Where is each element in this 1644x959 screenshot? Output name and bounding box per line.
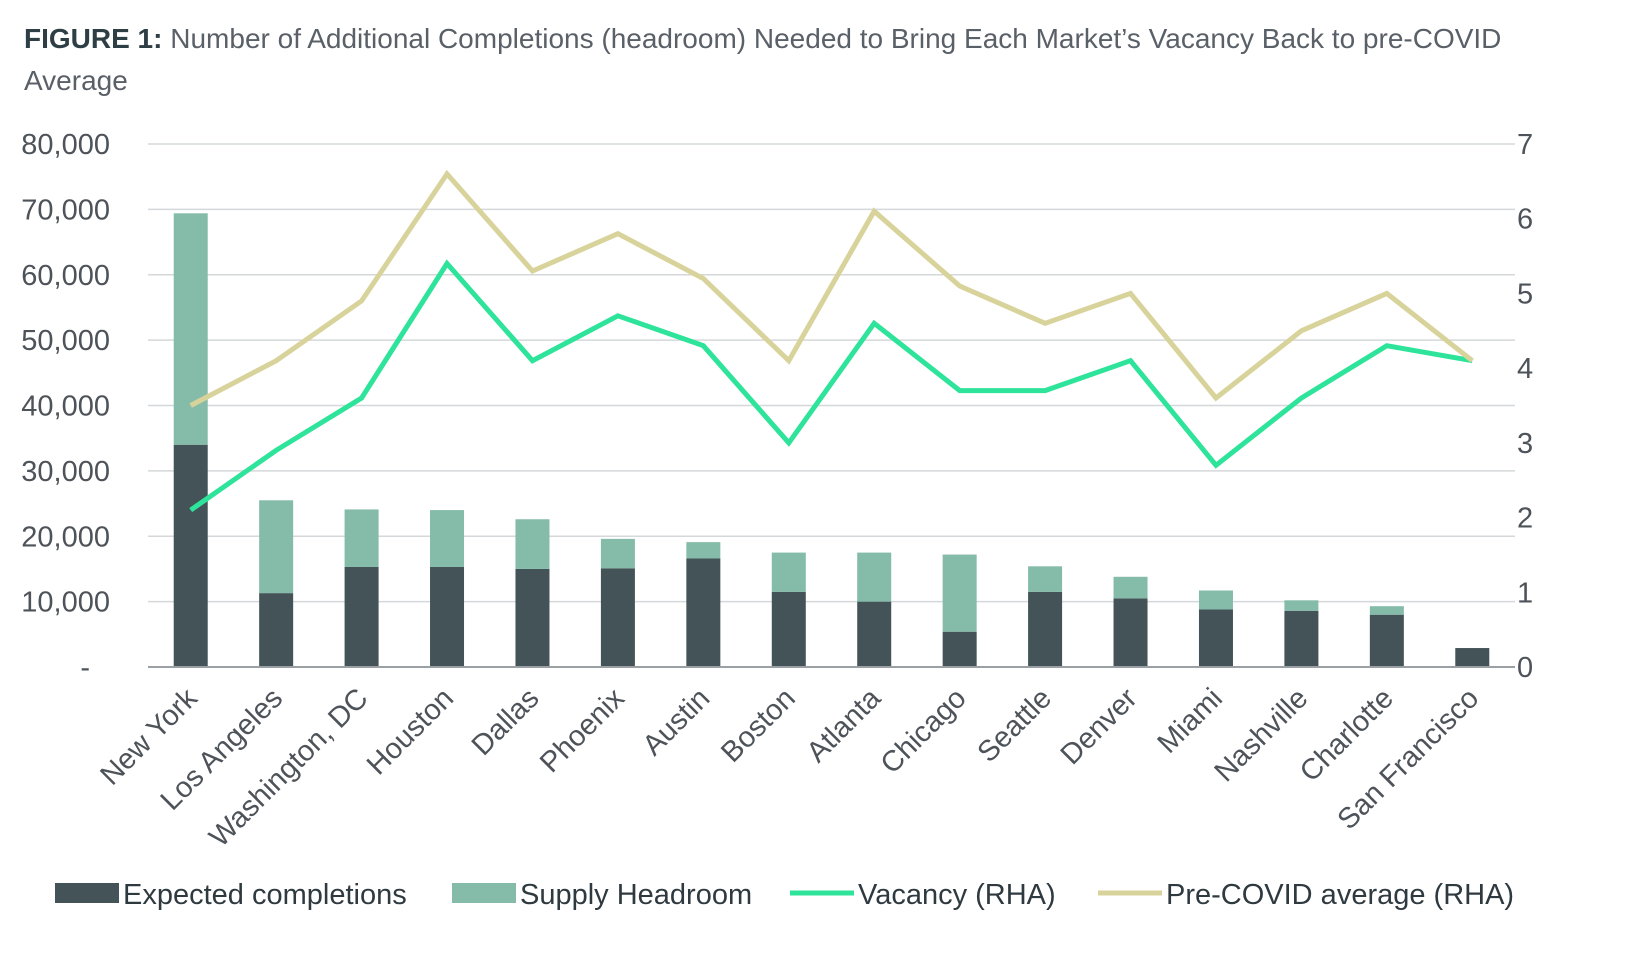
left-axis-tick-label: 40,000 — [21, 391, 110, 423]
right-axis-tick-label: 2 — [1517, 503, 1533, 535]
bar-expected-completions — [1028, 591, 1063, 667]
bar-supply-headroom — [259, 500, 294, 594]
bar-expected-completions — [686, 558, 721, 667]
category-label: Dallas — [466, 682, 546, 762]
right-axis-ticks: 0 1 2 3 4 5 6 7 — [1517, 129, 1533, 684]
right-axis-tick-label: 7 — [1517, 129, 1533, 161]
category-label: Seattle — [972, 682, 1058, 768]
legend-label-pre-covid-average-rha-: Pre-COVID average (RHA) — [1166, 879, 1514, 911]
bar-supply-headroom — [430, 510, 465, 567]
legend-swatch-supply-headroom — [452, 883, 516, 903]
category-label: Atlanta — [801, 682, 888, 769]
right-axis-tick-label: 1 — [1517, 577, 1533, 609]
legend: Expected completions Supply Headroom Vacan… — [55, 879, 1514, 911]
bar-expected-completions — [173, 444, 208, 667]
legend-label-supply-headroom: Supply Headroom — [520, 879, 752, 911]
legend-swatch-expected-completions — [55, 883, 119, 903]
bar-supply-headroom — [857, 552, 892, 602]
left-axis-tick-label: 70,000 — [21, 194, 110, 226]
bar-expected-completions — [259, 593, 294, 667]
category-label: Washington, DC — [203, 682, 374, 853]
bar-expected-completions — [771, 591, 806, 667]
bar-expected-completions — [600, 568, 635, 667]
bar-expected-completions — [1284, 610, 1319, 667]
left-axis-tick-label: - — [80, 652, 90, 684]
right-axis-tick-label: 5 — [1517, 278, 1533, 310]
bar-supply-headroom — [1028, 566, 1063, 592]
left-axis-tick-label: 30,000 — [21, 456, 110, 488]
bar-supply-headroom — [1284, 600, 1319, 611]
bar-supply-headroom — [1113, 576, 1148, 599]
bar-expected-completions — [430, 566, 465, 667]
bar-expected-completions — [515, 568, 550, 667]
chart-title: FIGURE 1: Number of Additional Completio… — [24, 18, 1584, 102]
bar-supply-headroom — [686, 542, 721, 559]
bar-supply-headroom — [771, 552, 806, 592]
chart-title-text: Number of Additional Completions (headro… — [24, 23, 1502, 96]
right-axis-tick-label: 4 — [1517, 353, 1533, 385]
category-label: Chicago — [875, 682, 973, 780]
category-label: Boston — [715, 682, 801, 768]
left-axis-tick-label: 60,000 — [21, 260, 110, 292]
bar-expected-completions — [1113, 598, 1148, 667]
line-pre-covid-average-rha- — [189, 169, 1474, 408]
legend-label-vacancy-rha-: Vacancy (RHA) — [858, 879, 1056, 911]
left-axis-tick-label: 50,000 — [21, 325, 110, 357]
right-axis-tick-label: 0 — [1517, 652, 1533, 684]
legend-label-expected-completions: Expected completions — [123, 879, 407, 911]
bar-supply-headroom — [1369, 606, 1404, 615]
chart-title-lead: FIGURE 1: — [24, 23, 163, 54]
bar-expected-completions — [942, 631, 977, 667]
right-axis-tick-label: 6 — [1517, 204, 1533, 236]
bar-supply-headroom — [173, 213, 208, 445]
category-label: Phoenix — [534, 682, 631, 779]
left-axis-tick-label: 80,000 — [21, 129, 110, 161]
bar-expected-completions — [857, 601, 892, 667]
right-axis-tick-label: 3 — [1517, 428, 1533, 460]
line-vacancy-rha- — [189, 259, 1473, 513]
bar-expected-completions — [1455, 648, 1490, 667]
bar-expected-completions — [1369, 614, 1404, 667]
category-label: Austin — [637, 682, 717, 762]
bar-supply-headroom — [344, 509, 379, 567]
bar-supply-headroom — [515, 519, 550, 569]
category-label: Denver — [1055, 682, 1144, 771]
category-label: Miami — [1152, 682, 1229, 759]
left-axis-ticks: - 10,000 20,000 30,000 40,000 50,000 60,000 70,… — [21, 129, 110, 684]
category-label: Houston — [361, 682, 460, 781]
left-axis-tick-label: 10,000 — [21, 587, 110, 619]
bar-supply-headroom — [1198, 590, 1233, 610]
bars — [173, 213, 1490, 667]
left-axis-tick-label: 20,000 — [21, 521, 110, 553]
bar-expected-completions — [344, 566, 379, 667]
bar-supply-headroom — [942, 554, 977, 632]
category-label: Nashville — [1209, 682, 1315, 788]
bar-expected-completions — [1198, 609, 1233, 667]
series-lines — [189, 169, 1474, 513]
bar-supply-headroom — [600, 538, 635, 569]
